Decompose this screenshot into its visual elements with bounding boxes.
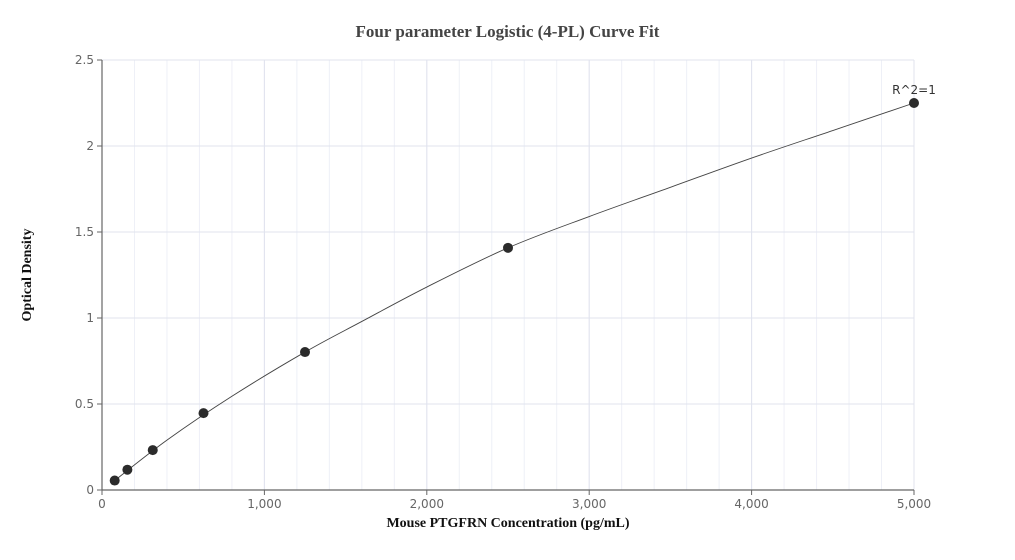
x-tick-label: 1,000 [247, 497, 281, 511]
y-tick-label: 1 [86, 311, 94, 325]
axes: 0 0.5 1 1.5 2 2.5 0 1,000 2,000 3,000 4,000 5,000 [75, 53, 931, 511]
y-tick-label: 0 [86, 483, 94, 497]
fit-curve [114, 102, 915, 481]
data-point [109, 475, 120, 486]
data-point [147, 445, 158, 456]
data-point [503, 242, 513, 253]
r-squared-annotation: R^2=1 [892, 83, 936, 97]
y-tick-label: 2 [86, 139, 94, 153]
x-axis-label: Mouse PTGFRN Concentration (pg/mL) [386, 516, 630, 531]
x-tick-label: 5,000 [897, 497, 931, 511]
y-tick-label: 0.5 [75, 397, 94, 411]
data-point [122, 464, 133, 475]
gridlines [101, 59, 915, 491]
chart-title: Four parameter Logistic (4-PL) Curve Fit [355, 22, 660, 41]
x-tick-label: 3,000 [572, 497, 606, 511]
x-tick-label: 4,000 [734, 497, 768, 511]
data-point [300, 347, 310, 358]
y-tick-label: 1.5 [75, 225, 94, 239]
data-point [198, 408, 209, 419]
data-point [909, 98, 919, 108]
annotations: R^2=1 [892, 83, 936, 97]
x-tick-label: 2,000 [410, 497, 444, 511]
x-tick-label: 0 [98, 497, 106, 511]
fit-line [114, 102, 915, 481]
y-tick-label: 2.5 [75, 53, 94, 67]
data-points [109, 98, 919, 486]
